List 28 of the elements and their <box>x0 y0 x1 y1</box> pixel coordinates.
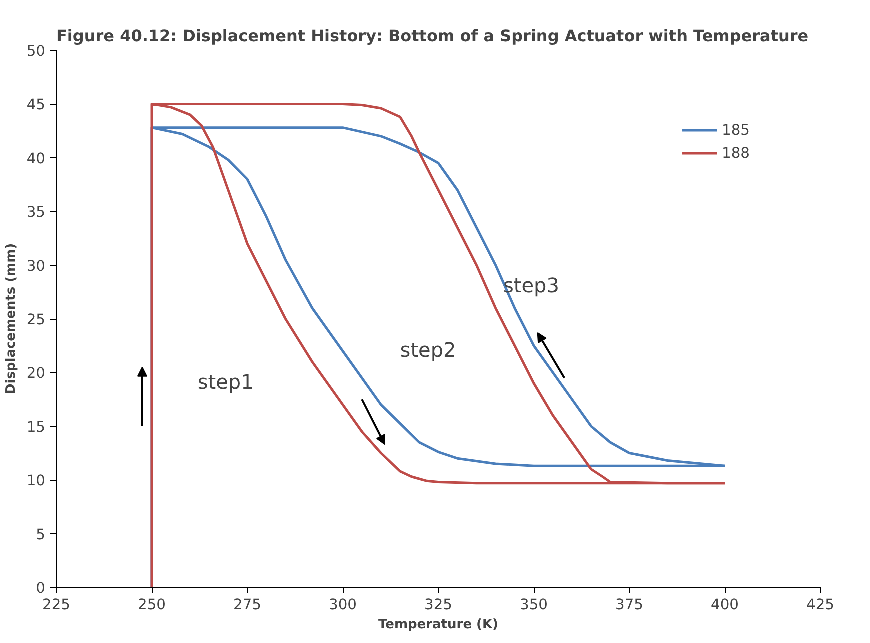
x-tick-label: 400 <box>711 596 739 614</box>
x-tick-label: 225 <box>42 596 70 614</box>
x-tick-label: 275 <box>234 596 262 614</box>
y-tick-label: 10 <box>26 472 46 490</box>
y-tick-label: 50 <box>26 43 46 60</box>
chart-title: Figure 40.12: Displacement History: Bottom of a Spring Actuator with Temperature <box>56 26 809 46</box>
y-tick-label: 25 <box>26 312 46 328</box>
y-tick-label: 15 <box>26 418 46 436</box>
y-tick-label: 30 <box>26 258 46 275</box>
x-tick-label: 300 <box>329 596 357 614</box>
x-tick-label: 350 <box>520 596 548 614</box>
y-axis-title: Displacements (mm) <box>4 243 19 395</box>
y-tick-label: 45 <box>26 96 46 114</box>
legend-label: 185 <box>722 122 750 138</box>
annotation: step1 <box>198 370 254 394</box>
y-tick-label: 5 <box>36 526 46 544</box>
x-tick-label: 375 <box>616 596 644 614</box>
annotation: step2 <box>400 338 456 362</box>
y-tick-label: 35 <box>26 204 46 222</box>
x-tick-label: 325 <box>424 596 452 614</box>
x-axis-title: Temperature (K) <box>378 618 499 632</box>
y-tick-label: 20 <box>26 365 46 382</box>
annotation: step3 <box>503 274 560 298</box>
y-tick-label: 0 <box>36 580 46 597</box>
legend-label: 188 <box>722 144 750 162</box>
x-tick-label: 250 <box>138 596 166 614</box>
y-tick-label: 40 <box>26 150 46 168</box>
x-tick-label: 425 <box>806 596 834 614</box>
